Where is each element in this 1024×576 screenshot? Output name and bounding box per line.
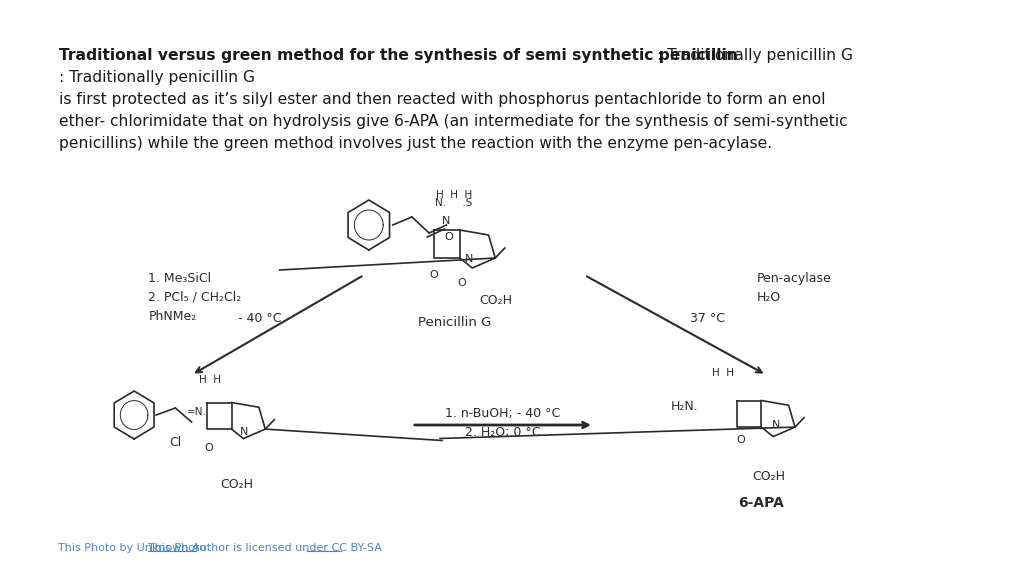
Text: H  H: H H (713, 368, 734, 378)
Text: =N.: =N. (186, 407, 206, 417)
Text: Cl: Cl (169, 435, 181, 449)
Text: O: O (736, 435, 744, 445)
Text: H  H: H H (199, 375, 221, 385)
Text: CO₂H: CO₂H (752, 471, 784, 483)
Text: O: O (430, 270, 438, 280)
Text: Penicillin G: Penicillin G (419, 316, 492, 329)
Text: N: N (772, 420, 780, 430)
Text: : Traditionally penicillin G: : Traditionally penicillin G (59, 70, 255, 85)
Text: O: O (444, 232, 454, 242)
Text: O: O (458, 278, 466, 288)
Text: penicillins) while the green method involves just the reaction with the enzyme p: penicillins) while the green method invo… (59, 136, 772, 151)
Text: H  H  H: H H H (436, 190, 472, 200)
Text: Pen-acylase
H₂O: Pen-acylase H₂O (757, 272, 831, 304)
Text: is first protected as it’s silyl ester and then reacted with phosphorus pentachl: is first protected as it’s silyl ester a… (59, 92, 826, 107)
Text: ether- chlorimidate that on hydrolysis give 6-APA (an intermediate for the synth: ether- chlorimidate that on hydrolysis g… (59, 114, 848, 129)
Text: 37 °C: 37 °C (690, 312, 725, 325)
Text: CO₂H: CO₂H (479, 294, 513, 306)
Text: N: N (240, 427, 249, 437)
Text: N.     .S: N. .S (435, 198, 473, 208)
Text: Traditional versus green method for the synthesis of semi synthetic penicillin: Traditional versus green method for the … (59, 48, 738, 63)
Text: H₂N.: H₂N. (671, 400, 698, 414)
Text: CO₂H: CO₂H (220, 479, 253, 491)
Text: - 40 °C: - 40 °C (238, 312, 281, 325)
Text: O: O (205, 443, 213, 453)
Text: 1. n-BuOH; - 40 °C
2. H₂O; 0 °C: 1. n-BuOH; - 40 °C 2. H₂O; 0 °C (445, 407, 560, 439)
Text: 6-APA: 6-APA (738, 496, 784, 510)
Text: This Photo: This Photo (148, 543, 207, 553)
Text: This Photo by Unknown Author is licensed under CC BY-SA: This Photo by Unknown Author is licensed… (58, 543, 382, 553)
Text: N: N (442, 216, 451, 226)
Text: N: N (465, 254, 473, 264)
Text: 1. Me₃SiCl
2. PCl₅ / CH₂Cl₂
PhNMe₂: 1. Me₃SiCl 2. PCl₅ / CH₂Cl₂ PhNMe₂ (148, 272, 242, 323)
Text: : Traditionally penicillin G: : Traditionally penicillin G (657, 48, 853, 63)
